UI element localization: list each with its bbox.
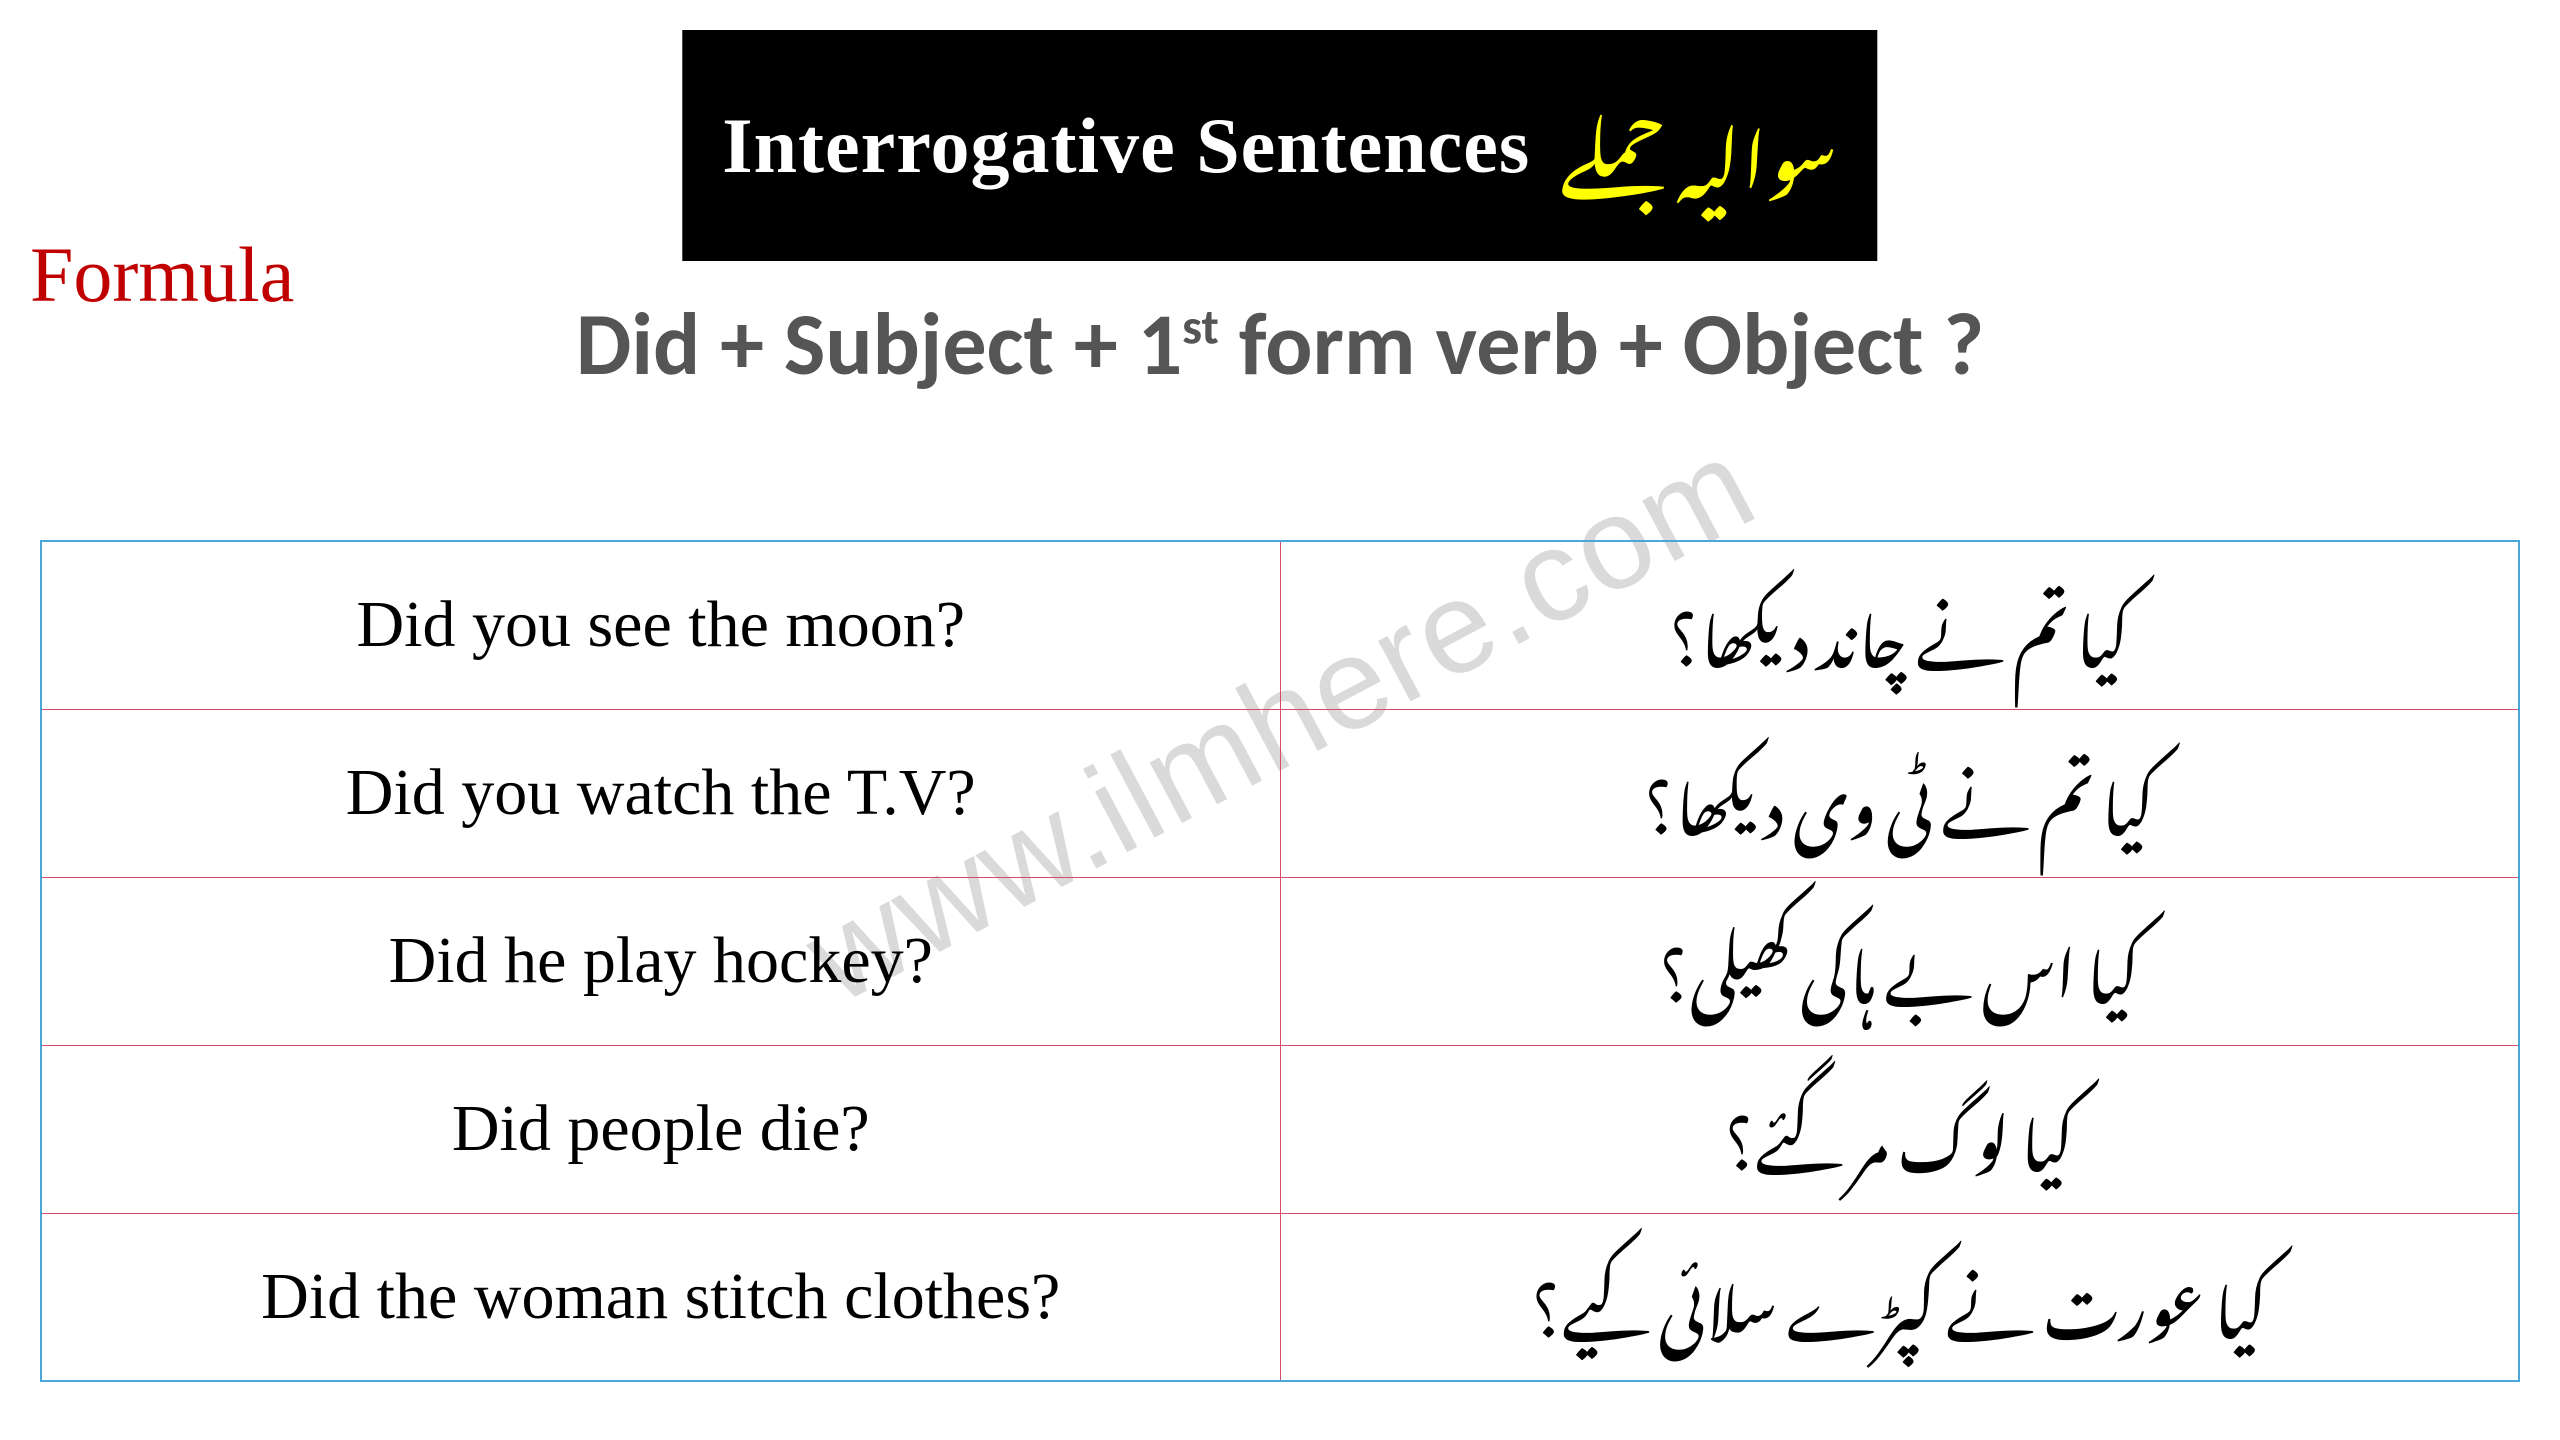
cell-english: Did people die?: [41, 1045, 1280, 1213]
table-row: Did you watch the T.V? کیا تم نے ٹی وی د…: [41, 709, 2519, 877]
examples-tbody: Did you see the moon? کیا تم نے چاند دیک…: [41, 541, 2519, 1381]
formula-prefix: Did + Subject + 1: [576, 290, 1182, 398]
table-row: Did he play hockey? کیا اس بے ہاکی کھیلی…: [41, 877, 2519, 1045]
table-row: Did you see the moon? کیا تم نے چاند دیک…: [41, 541, 2519, 709]
cell-english: Did you see the moon?: [41, 541, 1280, 709]
cell-urdu: کیا تم نے چاند دیکھا؟: [1280, 541, 2519, 709]
title-bar: Interrogative Sentences سوالیہ جملے: [682, 30, 1877, 261]
page-root: Interrogative Sentences سوالیہ جملے Form…: [0, 0, 2560, 1440]
cell-urdu: کیا عورت نے کپڑے سلائی کیے؟: [1280, 1213, 2519, 1381]
table-row: Did the woman stitch clothes? کیا عورت ن…: [41, 1213, 2519, 1381]
cell-urdu: کیا لوگ مر گئے؟: [1280, 1045, 2519, 1213]
cell-urdu: کیا اس بے ہاکی کھیلی؟: [1280, 877, 2519, 1045]
cell-english: Did you watch the T.V?: [41, 709, 1280, 877]
cell-urdu: کیا تم نے ٹی وی دیکھا؟: [1280, 709, 2519, 877]
title-urdu: سوالیہ جملے: [1560, 48, 1838, 243]
formula-sup: st: [1182, 297, 1219, 358]
cell-english: Did the woman stitch clothes?: [41, 1213, 1280, 1381]
formula-suffix: form verb + Object ?: [1219, 290, 1984, 398]
table-row: Did people die? کیا لوگ مر گئے؟: [41, 1045, 2519, 1213]
cell-english: Did he play hockey?: [41, 877, 1280, 1045]
examples-table: Did you see the moon? کیا تم نے چاند دیک…: [40, 540, 2520, 1382]
title-english: Interrogative Sentences: [722, 101, 1530, 191]
formula-text: Did + Subject + 1st form verb + Object ?: [0, 290, 2560, 398]
